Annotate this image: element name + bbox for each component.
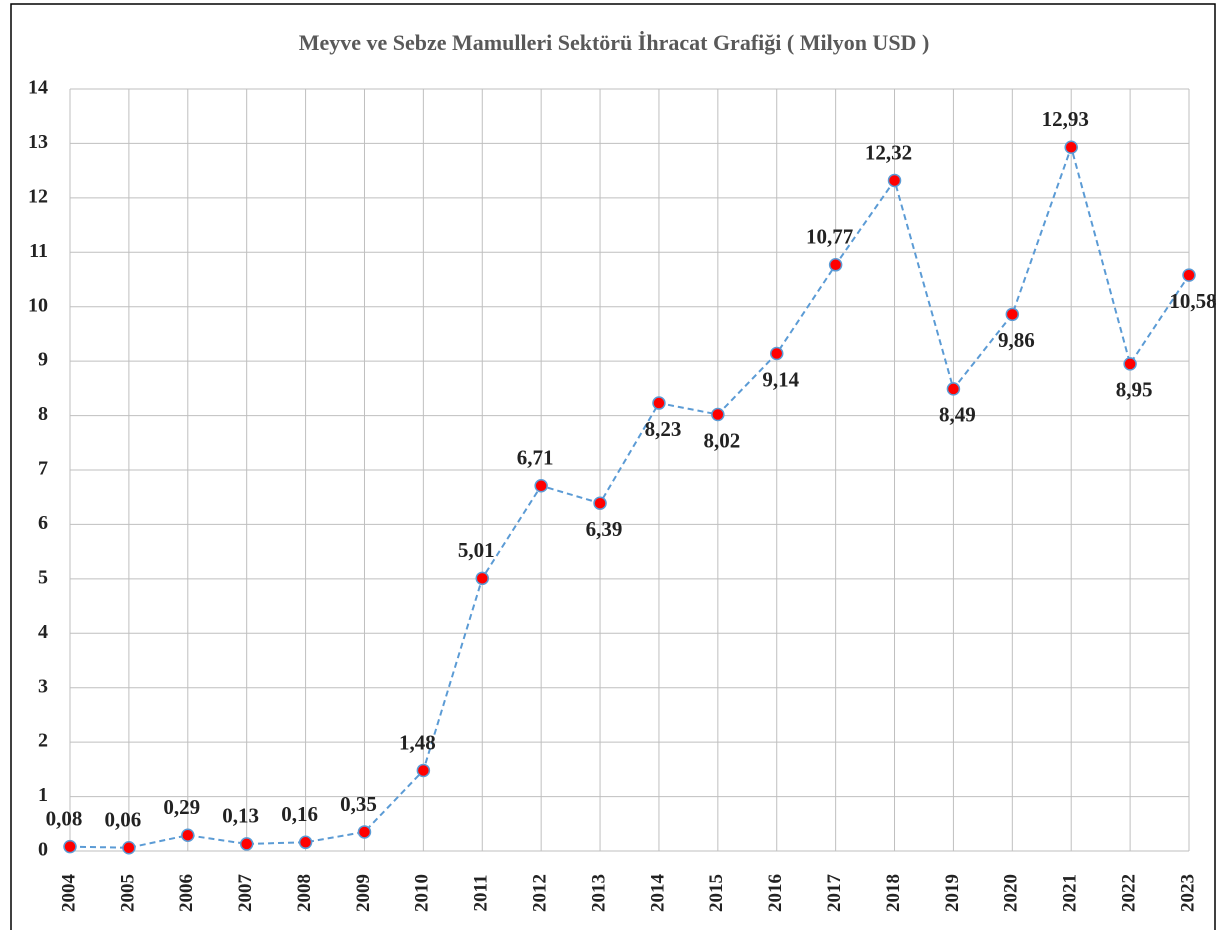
- x-tick-label: 2019: [942, 874, 963, 912]
- data-label: 9,86: [998, 328, 1035, 352]
- data-point: [1182, 268, 1196, 282]
- chart-title: Meyve ve Sebze Mamulleri Sektörü İhracat…: [299, 30, 930, 55]
- data-label: 6,71: [517, 446, 554, 470]
- data-point: [946, 382, 961, 396]
- y-tick-label: 9: [38, 349, 48, 371]
- x-tick-label: 2023: [1177, 874, 1198, 912]
- x-tick-label: 2008: [294, 874, 315, 912]
- data-label: 9,14: [762, 367, 799, 391]
- data-point: [357, 825, 372, 839]
- data-label: 10,58: [1169, 289, 1216, 313]
- data-point: [1123, 357, 1137, 371]
- x-tick-label: 2011: [471, 875, 492, 912]
- data-point: [887, 173, 902, 188]
- data-point: [652, 396, 666, 410]
- x-tick-label: 2020: [1001, 874, 1022, 912]
- data-point: [711, 407, 725, 422]
- data-label: 8,23: [645, 417, 682, 441]
- x-tick-label: 2014: [647, 874, 668, 913]
- x-tick-label: 2005: [117, 874, 138, 912]
- data-point: [1064, 140, 1078, 154]
- data-label: 12,32: [865, 140, 912, 164]
- data-label: 0,16: [281, 802, 318, 826]
- data-point: [239, 837, 254, 851]
- y-tick-label: 0: [38, 839, 48, 861]
- y-tick-label: 1: [38, 784, 48, 806]
- data-point: [1005, 307, 1020, 322]
- y-tick-label: 2: [38, 730, 48, 752]
- x-tick-label: 2013: [588, 874, 609, 912]
- data-point: [593, 496, 607, 510]
- data-label: 10,77: [806, 225, 853, 249]
- x-tick-label: 2021: [1060, 874, 1081, 912]
- y-tick-label: 6: [38, 512, 48, 534]
- x-tick-label: 2006: [176, 874, 197, 912]
- x-tick-label: 2018: [883, 874, 904, 912]
- data-point: [122, 840, 136, 855]
- x-tick-label: 2017: [824, 874, 845, 913]
- y-tick-label: 11: [29, 240, 48, 262]
- data-label: 8,49: [939, 403, 976, 427]
- series-line: [69, 143, 1190, 849]
- x-tick-label: 2010: [412, 874, 433, 912]
- y-tick-label: 3: [38, 675, 48, 697]
- data-label: 12,93: [1042, 107, 1089, 131]
- data-label: 8,95: [1116, 378, 1153, 402]
- y-tick-label: 14: [28, 77, 48, 99]
- x-tick-label: 2022: [1118, 874, 1139, 912]
- data-point: [534, 479, 548, 493]
- data-label: 0,08: [46, 806, 83, 830]
- data-label: 6,39: [586, 517, 623, 541]
- data-point: [828, 258, 843, 272]
- data-point: [416, 763, 431, 778]
- x-tick-label: 2009: [353, 874, 374, 912]
- y-tick-label: 7: [38, 458, 48, 480]
- x-tick-label: 2015: [706, 874, 727, 912]
- y-tick-label: 4: [38, 621, 48, 643]
- data-point: [181, 828, 195, 842]
- data-label: 8,02: [703, 428, 740, 452]
- data-point: [298, 835, 313, 850]
- data-point: [769, 346, 784, 361]
- x-tick-label: 2016: [765, 874, 786, 912]
- x-tick-label: 2012: [530, 874, 551, 912]
- x-tick-label: 2004: [58, 874, 79, 913]
- data-label: 0,29: [163, 795, 200, 819]
- y-tick-label: 13: [28, 131, 48, 153]
- y-tick-label: 8: [38, 403, 48, 425]
- y-tick-label: 5: [38, 566, 48, 588]
- x-tick-label: 2007: [235, 874, 256, 913]
- data-label: 0,35: [340, 792, 377, 816]
- data-label: 0,06: [105, 808, 142, 832]
- y-tick-label: 12: [28, 185, 48, 207]
- data-label: 0,13: [222, 804, 259, 828]
- data-point: [475, 571, 490, 586]
- data-point: [63, 839, 77, 854]
- chart-frame: [10, 3, 1216, 930]
- data-label: 1,48: [399, 730, 436, 754]
- y-tick-label: 10: [28, 294, 48, 316]
- data-label: 5,01: [458, 538, 495, 562]
